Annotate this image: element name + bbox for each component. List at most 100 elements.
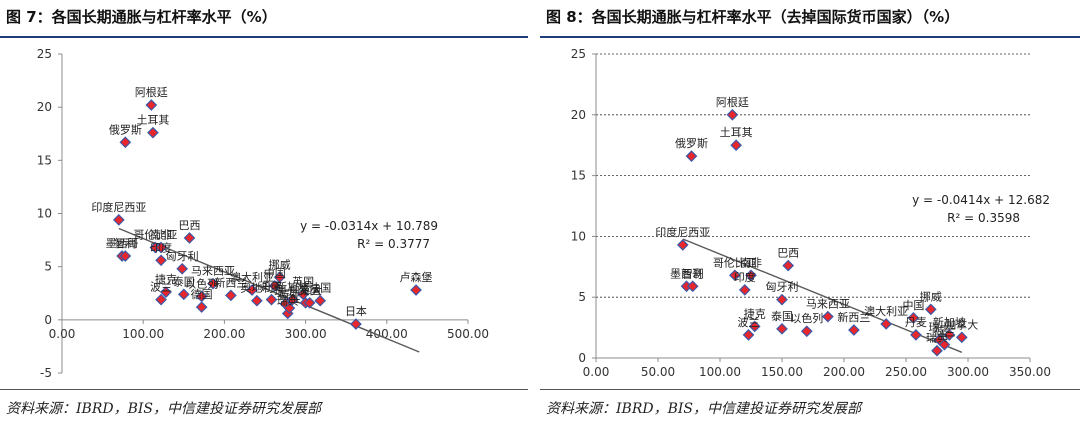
x-tick-label-7: 350.00	[1009, 365, 1051, 379]
data-point-6	[782, 259, 795, 272]
figure-7-scatter-chart: -5 0 5 10 15 20 25 0.00 100.00 200.00 300.00 400.00…	[37, 47, 489, 380]
point-label-18: 中国	[902, 299, 924, 312]
y-tick-label-6: 25	[37, 47, 52, 61]
y-tick-label-4: 15	[37, 153, 52, 167]
point-label-0: 阿根廷	[716, 95, 749, 109]
x-tick-label-0: 0.00	[49, 327, 76, 341]
data-point-12	[742, 329, 755, 341]
x-tick-label-5: 250.00	[885, 365, 927, 379]
y-tick-label-2: 10	[571, 229, 586, 243]
point-label-19: 奥地利	[240, 281, 273, 295]
point-label-6: 巴西	[178, 219, 200, 232]
data-point-11	[160, 286, 172, 299]
x-tick-label-1: 50.00	[641, 365, 675, 379]
data-point-18	[246, 284, 258, 296]
point-label-10: 匈牙利	[766, 280, 799, 294]
data-point-12	[155, 293, 167, 306]
data-point-26	[286, 293, 299, 306]
y-tick-label-0: 0	[578, 351, 586, 365]
point-label-26: 新加坡	[276, 280, 309, 294]
point-label-17: 马来西亚	[191, 265, 235, 278]
point-label-9: 印度	[734, 270, 756, 284]
point-label-27: 英国	[292, 274, 314, 288]
point-label-25: 加拿大	[945, 317, 978, 331]
point-label-13: 泰国	[771, 309, 793, 323]
point-label-7: 墨西哥	[670, 267, 703, 280]
point-label-8: 智利	[682, 266, 704, 280]
x-tick-label-5: 500.00	[447, 327, 489, 341]
data-point-16	[822, 310, 834, 323]
y-tick-label-3: 15	[571, 169, 586, 183]
point-label-30: 法国	[309, 281, 331, 295]
point-label-24: 瑞典	[277, 293, 299, 307]
data-point-11	[748, 320, 761, 333]
point-label-20: 丹麦	[905, 316, 927, 329]
point-label-7: 墨西哥	[106, 237, 139, 250]
point-label-8: 智利	[114, 236, 136, 250]
y-tick-label-2: 5	[44, 260, 52, 274]
figure-8-bottom-rule	[540, 389, 1080, 390]
data-point-8	[686, 280, 699, 293]
data-point-13	[177, 288, 190, 301]
data-point-0	[145, 99, 158, 111]
data-point-9	[155, 254, 167, 267]
data-point-14	[800, 325, 813, 338]
data-point-29	[303, 296, 316, 309]
point-label-16: 新西兰	[214, 275, 247, 289]
data-point-18	[907, 312, 920, 324]
data-point-20	[268, 279, 281, 292]
point-label-24: 新加坡	[933, 315, 966, 329]
x-tick-label-1: 100.00	[122, 327, 164, 341]
point-label-32: 卢森堡	[400, 270, 433, 284]
point-label-15: 新西兰	[837, 310, 870, 324]
point-label-16: 马来西亚	[806, 298, 850, 311]
point-label-4: 哥伦比亚	[133, 228, 177, 242]
point-label-21: 挪威	[269, 257, 291, 271]
x-tick-label-2: 100.00	[699, 365, 741, 379]
point-label-28: 加拿大	[289, 283, 322, 297]
point-label-4: 哥伦比亚	[713, 255, 757, 269]
point-label-11: 捷克	[155, 272, 177, 286]
y-tick-label-5: 20	[37, 100, 52, 114]
point-label-9: 印度	[150, 240, 172, 254]
point-label-17: 澳大利亚	[864, 304, 908, 318]
trendline	[118, 227, 420, 353]
data-point-13	[776, 322, 788, 335]
point-label-23: 瑞士	[274, 284, 296, 298]
trendline-r-squared: R² = 0.3777	[357, 237, 430, 251]
figure-8-top-rule	[540, 36, 1080, 38]
point-label-13: 泰国	[173, 274, 195, 288]
data-point-1	[730, 139, 742, 152]
data-point-27	[297, 288, 310, 301]
point-label-19: 挪威	[920, 289, 942, 303]
data-point-2	[685, 150, 698, 162]
point-label-25: 荷兰	[278, 289, 300, 302]
point-label-6: 巴西	[777, 247, 799, 260]
data-point-32	[410, 284, 422, 296]
figure-7-source: 资料来源：IBRD，BIS，中信建投证券研究发展部	[6, 401, 321, 417]
point-label-23: 荷兰	[933, 326, 955, 339]
x-tick-label-0: 0.00	[583, 365, 610, 379]
data-point-1	[147, 126, 159, 139]
trendline-equation: y = -0.0414x + 12.682	[912, 193, 1050, 207]
trendline-equation: y = -0.0314x + 10.789	[300, 219, 438, 233]
data-point-6	[183, 232, 196, 244]
data-point-21	[273, 271, 286, 284]
data-point-10	[176, 262, 189, 275]
data-point-2	[119, 136, 132, 149]
point-label-3: 印度尼西亚	[655, 225, 710, 239]
data-point-4	[729, 269, 741, 282]
data-point-24	[943, 329, 956, 341]
point-label-1: 土耳其	[136, 114, 169, 127]
point-label-22: 瑞典	[926, 331, 948, 345]
data-point-17	[207, 277, 219, 290]
y-tick-label-3: 10	[37, 207, 52, 221]
y-tick-label-5: 25	[571, 47, 586, 61]
data-point-0	[726, 108, 739, 121]
data-point-22	[931, 344, 943, 357]
point-label-2: 俄罗斯	[675, 137, 708, 150]
point-label-1: 土耳其	[720, 126, 753, 139]
data-point-15	[848, 324, 860, 336]
point-label-5: 南非	[150, 229, 172, 242]
